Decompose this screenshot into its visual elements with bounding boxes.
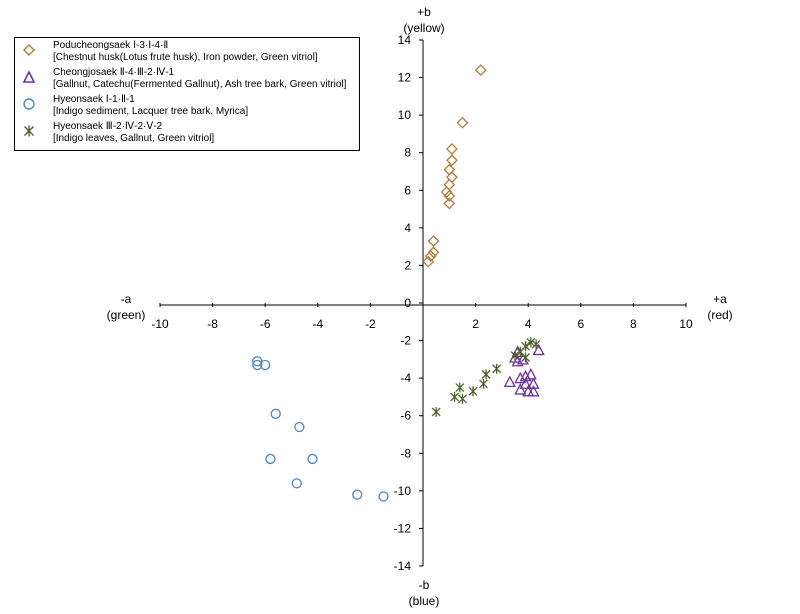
y-tick-label: -12 xyxy=(394,521,412,535)
data-point-diamond xyxy=(440,186,453,199)
x-axis-label-pos-line2: (red) xyxy=(707,308,732,322)
y-tick-label: 6 xyxy=(404,183,411,197)
data-point-circle xyxy=(294,421,305,433)
data-point-star xyxy=(481,369,491,380)
data-point-diamond xyxy=(443,197,456,210)
data-point-star xyxy=(521,341,531,352)
data-point-triangle xyxy=(519,377,532,389)
data-point-circle xyxy=(260,359,271,371)
legend-series-description: [Indigo leaves, Gallnut, Green vitriol] xyxy=(53,133,215,144)
data-point-triangle xyxy=(527,377,540,389)
data-point-star xyxy=(526,337,536,348)
x-tick-label: 6 xyxy=(577,317,584,331)
data-points xyxy=(252,64,545,502)
x-tick-label: 8 xyxy=(630,317,637,331)
data-point-diamond xyxy=(446,143,458,155)
data-point-diamond xyxy=(474,64,487,76)
data-point-star xyxy=(479,378,488,389)
y-tick-label: -10 xyxy=(394,484,412,498)
data-point-circle xyxy=(252,359,263,371)
data-point-star xyxy=(431,406,441,417)
data-point-diamond xyxy=(443,190,456,202)
y-tick-label: 0 xyxy=(404,296,411,310)
data-point-circle xyxy=(270,408,281,419)
y-axis-label-pos-line1: +b xyxy=(417,5,431,19)
legend-series-name: Hyeonsaek Ⅲ-2·Ⅳ-2·Ⅴ-2 xyxy=(53,121,163,132)
data-point-triangle xyxy=(511,354,524,367)
data-point-diamond xyxy=(456,116,469,129)
data-point-triangle xyxy=(532,343,545,356)
legend-series-name: Hyeonsaek Ⅰ-1·Ⅱ-1 xyxy=(53,94,135,105)
star-marker-icon xyxy=(24,125,34,137)
data-point-circle xyxy=(307,453,318,465)
data-point-star xyxy=(510,350,520,361)
x-axis-label-neg-line2: (green) xyxy=(107,308,146,322)
triangle-marker-icon xyxy=(22,70,36,83)
legend-series-description: [Gallnut, Catechu(Fermented Gallnut), As… xyxy=(53,79,347,90)
data-point-circle xyxy=(352,489,363,500)
x-tick-label: 4 xyxy=(525,317,532,331)
x-tick-label: -2 xyxy=(365,317,376,331)
data-point-diamond xyxy=(422,255,435,268)
y-tick-label: -8 xyxy=(400,446,411,460)
x-axis-label-pos-line1: +a xyxy=(713,292,727,306)
circle-marker-icon xyxy=(23,98,35,110)
data-point-triangle xyxy=(527,384,540,397)
y-axis-label-neg-line1: -b xyxy=(419,578,430,592)
x-tick-label: -8 xyxy=(207,317,218,331)
data-point-triangle xyxy=(514,383,527,395)
data-point-star xyxy=(468,386,478,397)
x-tick-label: 2 xyxy=(472,317,479,331)
diamond-marker-icon xyxy=(23,44,35,56)
y-tick-label: -4 xyxy=(400,371,411,385)
data-point-circle xyxy=(378,491,389,502)
x-tick-label: -10 xyxy=(151,317,169,331)
x-tick-label: -6 xyxy=(260,317,271,331)
x-axis-label-neg-line1: -a xyxy=(121,292,132,306)
y-tick-label: 12 xyxy=(398,71,412,85)
y-tick-label: 10 xyxy=(398,108,412,122)
data-point-star xyxy=(450,391,460,402)
x-ticks: -10 -8 -6 -4 -2 2 4 6 8 10 xyxy=(151,303,693,331)
y-tick-label: -2 xyxy=(400,334,411,348)
data-point-star xyxy=(492,363,502,374)
legend-series-name: Poducheongsaek Ⅰ-3·Ⅰ-4·Ⅱ xyxy=(53,40,169,51)
data-point-star xyxy=(455,382,465,393)
data-point-diamond xyxy=(424,250,437,262)
legend-series-description: [Indigo sediment, Lacquer tree bark, Myr… xyxy=(53,106,249,117)
y-tick-label: 8 xyxy=(404,146,411,160)
legend: Poducheongsaek Ⅰ-3·Ⅰ-4·Ⅱ [Chestnut husk(… xyxy=(14,37,360,151)
y-axis-label-neg-line2: (blue) xyxy=(409,594,440,608)
data-point-triangle xyxy=(503,375,516,388)
y-axis-label-pos-line2: (yellow) xyxy=(403,21,444,35)
legend-series-description: [Chestnut husk(Lotus frute husk), Iron p… xyxy=(53,52,318,63)
data-point-triangle xyxy=(524,367,537,380)
data-point-circle xyxy=(291,478,302,489)
data-point-diamond xyxy=(446,154,458,167)
y-tick-label: -6 xyxy=(400,409,411,423)
y-ticks: -14 -12 -10 -8 -6 -4 -2 0 2 4 6 8 10 12 14 xyxy=(394,33,423,573)
y-tick-label: 14 xyxy=(398,33,412,47)
data-point-circle xyxy=(265,453,276,465)
data-point-diamond xyxy=(427,246,440,259)
x-tick-label: -4 xyxy=(312,317,323,331)
data-point-star xyxy=(521,352,531,363)
x-tick-label: 10 xyxy=(679,317,693,331)
data-point-diamond xyxy=(427,235,440,247)
y-tick-label: 4 xyxy=(404,221,411,235)
legend-series-name: Cheongjosaek Ⅱ-4·Ⅲ-2·Ⅳ-1 xyxy=(53,67,175,78)
y-tick-label: 2 xyxy=(404,258,411,272)
data-point-star xyxy=(531,339,541,350)
data-point-star xyxy=(457,393,467,404)
y-tick-label: -14 xyxy=(394,559,412,573)
